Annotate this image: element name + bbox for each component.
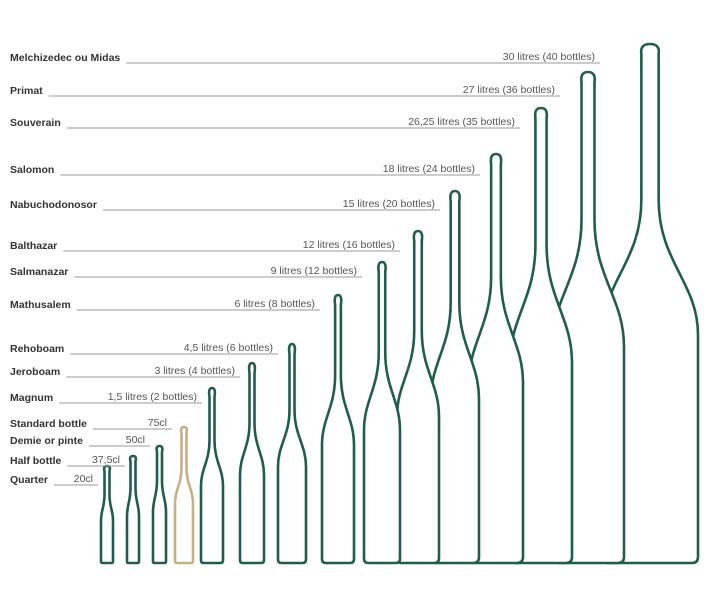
- bottle-name-label: Standard bottle: [10, 418, 87, 430]
- bottle-volume-label: 18 litres (24 bottles): [383, 163, 475, 175]
- bottle-volume-label: 9 litres (12 bottles): [271, 265, 357, 277]
- bottle-layer: [99, 42, 700, 565]
- bottle-shape-balthazar: [395, 229, 441, 565]
- bottle-row-nabuchodonosor: Nabuchodonosor 15 litres (20 bottles): [10, 198, 440, 211]
- bottle-volume-label: 50cl: [126, 434, 145, 446]
- bottle-row-half-bottle: Half bottle 37,5cl: [10, 454, 125, 467]
- bottle-name-label: Quarter: [10, 474, 48, 486]
- bottle-row-mathusalem: Mathusalem 6 litres (8 bottles): [10, 298, 320, 311]
- bottle-shape-demie-or-pinte: [151, 444, 168, 565]
- bottle-name-label: Melchizedec ou Midas: [10, 52, 120, 64]
- bottle-shape-standard-bottle: [173, 425, 195, 565]
- bottle-shape-rehoboam: [276, 342, 308, 565]
- bottle-name-label: Demie or pinte: [10, 435, 83, 447]
- bottle-name-label: Salomon: [10, 164, 54, 176]
- bottle-row-souverain: Souverain 26,25 litres (35 bottles): [10, 116, 520, 129]
- bottle-row-demie-or-pinte: Demie or pinte 50cl: [10, 434, 150, 447]
- bottle-row-primat: Primat 27 litres (36 bottles): [10, 84, 560, 97]
- label-layer: Melchizedec ou Midas 30 litres (40 bottle…: [10, 51, 600, 486]
- bottle-shape-salmanazar: [362, 260, 402, 565]
- bottle-volume-label: 4,5 litres (6 bottles): [184, 342, 273, 354]
- bottle-name-label: Salmanazar: [10, 266, 68, 278]
- bottle-name-label: Nabuchodonosor: [10, 199, 97, 211]
- bottle-row-quarter: Quarter 20cl: [10, 473, 98, 486]
- bottle-shape-quarter: [99, 464, 115, 565]
- bottle-volume-label: 6 litres (8 bottles): [234, 298, 315, 310]
- bottle-row-standard-bottle: Standard bottle 75cl: [10, 417, 172, 430]
- bottle-row-magnum: Magnum 1,5 litres (2 bottles): [10, 391, 202, 404]
- bottle-name-label: Mathusalem: [10, 299, 71, 311]
- bottle-volume-label: 37,5cl: [92, 454, 120, 466]
- bottle-volume-label: 26,25 litres (35 bottles): [408, 116, 515, 128]
- bottle-row-melchizedec-ou-midas: Melchizedec ou Midas 30 litres (40 bottle…: [10, 51, 600, 64]
- bottle-row-salmanazar: Salmanazar 9 litres (12 bottles): [10, 265, 362, 278]
- bottle-volume-label: 27 litres (36 bottles): [463, 84, 555, 96]
- bottle-row-salomon: Salomon 18 litres (24 bottles): [10, 163, 480, 176]
- bottle-row-jeroboam: Jeroboam 3 litres (4 bottles): [10, 365, 240, 378]
- bottle-shape-magnum: [199, 386, 225, 565]
- bottle-shape-jeroboam: [238, 361, 266, 565]
- bottle-name-label: Jeroboam: [10, 366, 60, 378]
- bottle-volume-label: 30 litres (40 bottles): [503, 51, 595, 63]
- bottle-shape-mathusalem: [320, 293, 356, 565]
- bottle-volume-label: 15 litres (20 bottles): [343, 198, 435, 210]
- bottle-name-label: Souverain: [10, 117, 61, 129]
- bottle-name-label: Rehoboam: [10, 343, 64, 355]
- bottle-name-label: Primat: [10, 85, 43, 97]
- bottle-volume-label: 12 litres (16 bottles): [303, 239, 395, 251]
- bottle-volume-label: 75cl: [148, 417, 167, 429]
- bottle-name-label: Half bottle: [10, 455, 61, 467]
- bottle-volume-label: 20cl: [74, 473, 93, 485]
- bottle-row-rehoboam: Rehoboam 4,5 litres (6 bottles): [10, 342, 278, 355]
- bottle-shape-half-bottle: [125, 454, 141, 565]
- bottle-row-balthazar: Balthazar 12 litres (16 bottles): [10, 239, 400, 252]
- bottle-volume-label: 3 litres (4 bottles): [154, 365, 235, 377]
- bottle-name-label: Magnum: [10, 392, 53, 404]
- bottle-volume-label: 1,5 litres (2 bottles): [108, 391, 197, 403]
- bottle-name-label: Balthazar: [10, 240, 57, 252]
